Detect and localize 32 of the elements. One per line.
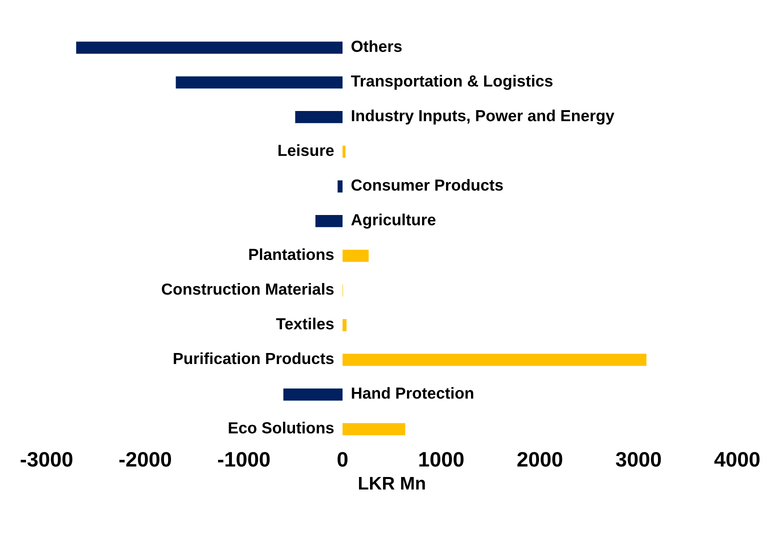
y-tick-label: Leisure bbox=[278, 144, 334, 156]
y-tick-label: Plantations bbox=[249, 248, 334, 260]
x-tick-label: 0 bbox=[338, 452, 348, 467]
y-tick-label: Purification Products bbox=[174, 352, 334, 364]
y-tick-label: Textiles bbox=[276, 318, 334, 330]
bar bbox=[342, 146, 346, 158]
bar bbox=[315, 215, 343, 228]
x-axis-title: LKR Mn bbox=[358, 477, 425, 490]
bar bbox=[295, 111, 343, 124]
bar bbox=[338, 180, 343, 192]
bar bbox=[76, 42, 343, 54]
x-tick-label: 3000 bbox=[616, 452, 661, 467]
y-tick-label: Hand Protection bbox=[352, 387, 474, 399]
bar bbox=[342, 423, 406, 436]
x-tick-label: 4000 bbox=[714, 452, 760, 467]
bar bbox=[342, 319, 346, 332]
y-tick-label: Transportation & Logistics bbox=[351, 74, 553, 90]
y-tick-label: Construction Materials bbox=[162, 283, 334, 295]
bar bbox=[176, 76, 343, 88]
y-tick-label: Agriculture bbox=[351, 214, 436, 229]
bar bbox=[342, 250, 369, 262]
y-tick-label: Others bbox=[351, 40, 402, 52]
x-tick-label: -2000 bbox=[119, 452, 172, 467]
bar bbox=[283, 388, 343, 401]
y-tick-label: Consumer Products bbox=[351, 178, 503, 191]
y-tick-label: Industry Inputs, Power and Energy bbox=[352, 110, 614, 125]
x-tick-label: 2000 bbox=[517, 452, 562, 467]
y-tick-label: Eco Solutions bbox=[228, 422, 334, 434]
x-tick-label: 1000 bbox=[419, 452, 464, 467]
x-tick-label: -3000 bbox=[20, 452, 72, 467]
x-tick-label: -1000 bbox=[218, 452, 270, 467]
bar bbox=[342, 354, 646, 366]
